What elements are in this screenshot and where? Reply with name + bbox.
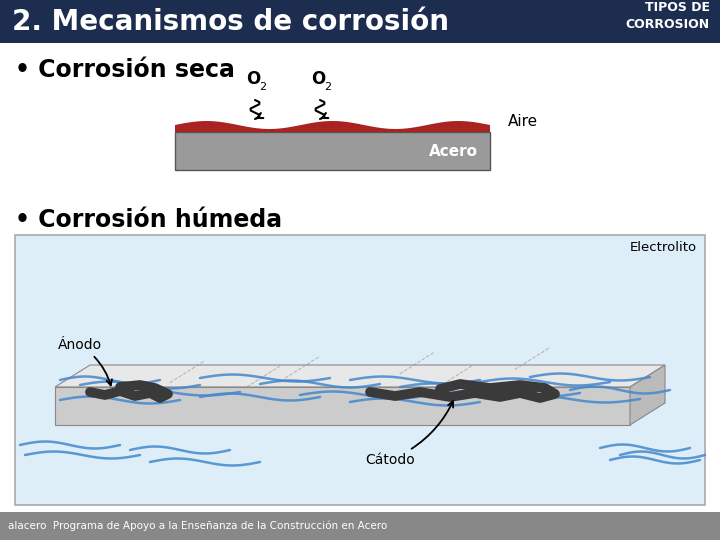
Polygon shape <box>175 121 490 132</box>
Bar <box>15 235 705 505</box>
Text: Aire: Aire <box>508 114 538 130</box>
Text: O: O <box>246 70 260 88</box>
Text: alacero  Programa de Apoyo a la Enseñanza de la Construcción en Acero: alacero Programa de Apoyo a la Enseñanza… <box>8 521 387 531</box>
Bar <box>0 0 720 43</box>
Text: Ánodo: Ánodo <box>58 338 112 386</box>
Text: Electrolito: Electrolito <box>630 241 697 254</box>
Text: TIPOS DE
CORROSION: TIPOS DE CORROSION <box>626 1 710 31</box>
Text: O: O <box>311 70 325 88</box>
Polygon shape <box>55 365 665 387</box>
Polygon shape <box>630 365 665 425</box>
Text: • Corrosión seca: • Corrosión seca <box>15 58 235 82</box>
Text: 2: 2 <box>259 82 266 92</box>
Polygon shape <box>55 387 630 425</box>
Text: Cátodo: Cátodo <box>365 401 453 467</box>
Bar <box>175 132 490 170</box>
Text: 2: 2 <box>325 82 332 92</box>
Text: • Corrosión húmeda: • Corrosión húmeda <box>15 208 282 232</box>
Bar <box>0 512 720 540</box>
Text: 2. Mecanismos de corrosión: 2. Mecanismos de corrosión <box>12 8 449 36</box>
Text: Acero: Acero <box>429 144 478 159</box>
